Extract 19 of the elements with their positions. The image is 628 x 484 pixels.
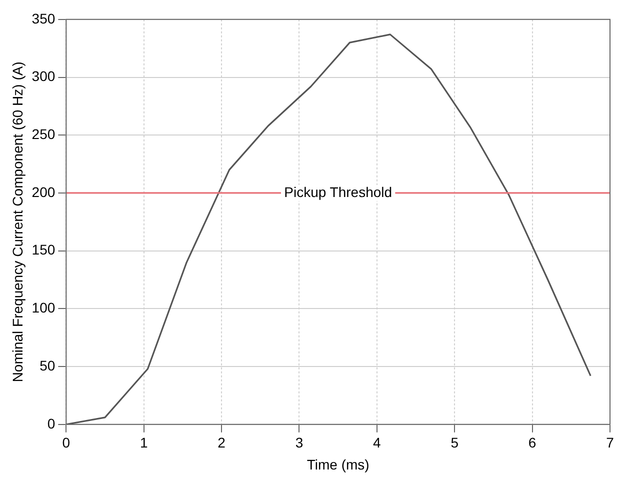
y-tick-label: 200 [32, 184, 56, 200]
x-tick-label: 3 [295, 434, 304, 451]
x-tick-label: 5 [450, 434, 459, 451]
x-tick-label: 7 [606, 434, 614, 451]
x-tick-label: 4 [373, 434, 382, 451]
x-axis-title: Time (ms) [306, 456, 370, 472]
x-tick-label: 6 [528, 434, 536, 451]
y-tick-label: 150 [32, 242, 56, 258]
x-tick-label: 0 [62, 434, 70, 451]
y-tick-label: 0 [47, 415, 56, 432]
y-tick-label: 100 [32, 300, 56, 316]
y-tick-label: 250 [32, 126, 56, 142]
x-tick-label: 2 [218, 434, 226, 451]
x-tick-label: 1 [140, 434, 148, 451]
y-tick-label: 300 [32, 68, 56, 84]
y-tick-label: 350 [32, 10, 56, 26]
ref-line-label: Pickup Threshold [284, 184, 392, 200]
y-tick-label: 50 [40, 357, 56, 374]
y-axis-title: Nominal Frequency Current Component (60 Hz) (A) [9, 62, 26, 382]
